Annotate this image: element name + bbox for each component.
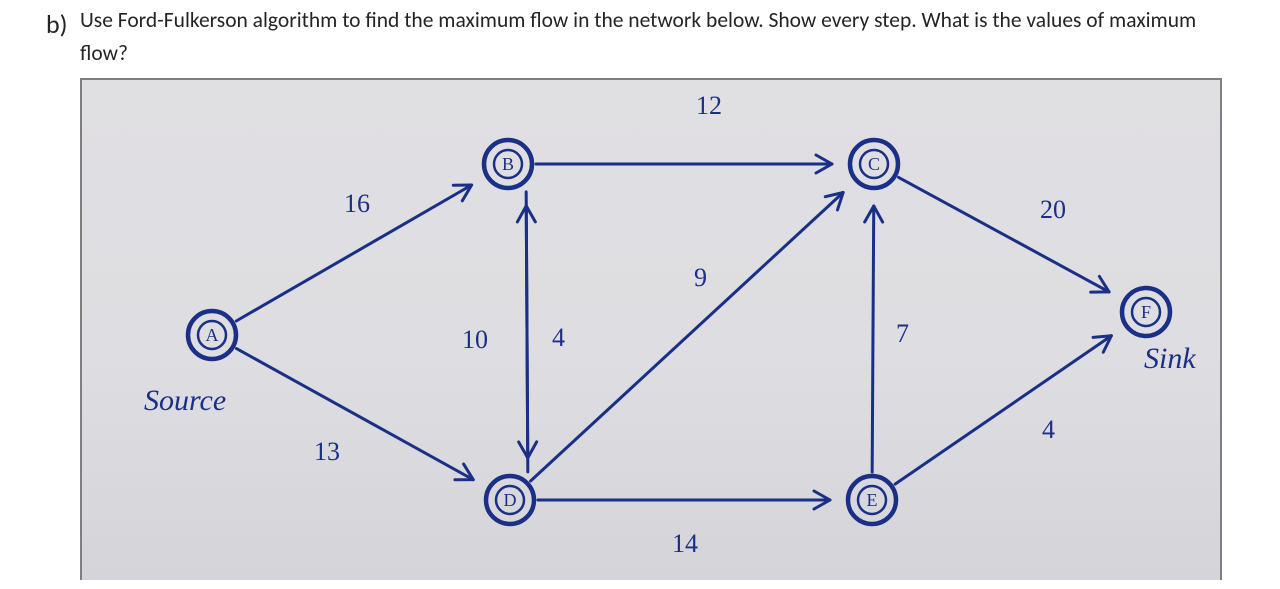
edge-B-D-label: 10 xyxy=(462,325,488,354)
network-diagram-frame: 16 13 12 10 4 9 14 7 4 20 A B C D E F Source Sink xyxy=(80,78,1222,580)
question-text: Use Ford-Fulkerson algorithm to find the… xyxy=(80,4,1226,71)
annotation: Sink xyxy=(1144,342,1196,375)
edge-B-C-label: 12 xyxy=(696,91,722,120)
edge-C-F: 20 xyxy=(899,177,1110,292)
edge-D-B-label: 4 xyxy=(552,323,565,352)
edge-D-E-label: 14 xyxy=(672,529,698,558)
node-C: C xyxy=(850,140,898,188)
network-diagram: 16 13 12 10 4 9 14 7 4 20 A B C D E F Source Sink xyxy=(82,80,1222,580)
edge-B-C: 12 xyxy=(536,91,832,173)
node-D: D xyxy=(486,476,534,524)
edge-E-F-label: 4 xyxy=(1042,415,1055,444)
node-F: F xyxy=(1122,288,1170,336)
edge-A-D-label: 13 xyxy=(314,437,340,466)
node-E-label: E xyxy=(867,490,878,510)
edge-D-B: 4 xyxy=(517,206,565,472)
node-E: E xyxy=(848,476,896,524)
edge-E-F: 4 xyxy=(895,336,1111,484)
question-label: b) xyxy=(46,4,68,44)
node-F-label: F xyxy=(1141,302,1151,322)
question-block: b) Use Ford-Fulkerson algorithm to find … xyxy=(46,4,1226,71)
edge-A-B-label: 16 xyxy=(344,189,370,218)
edge-C-F-label: 20 xyxy=(1040,195,1066,224)
node-C-label: C xyxy=(868,154,880,174)
edge-D-C: 9 xyxy=(531,192,844,481)
edge-A-B: 16 xyxy=(236,185,471,321)
annotation: Source xyxy=(144,384,226,417)
node-B-label: B xyxy=(502,154,514,174)
edge-D-E: 14 xyxy=(538,491,830,558)
node-B: B xyxy=(484,140,532,188)
node-A: A xyxy=(188,311,236,359)
node-D-label: D xyxy=(504,490,517,510)
node-A-label: A xyxy=(206,325,219,345)
edge-E-C: 7 xyxy=(865,206,909,472)
edge-D-C-label: 9 xyxy=(694,263,707,292)
edge-A-D: 13 xyxy=(236,349,473,480)
edge-E-C-label: 7 xyxy=(896,319,909,348)
